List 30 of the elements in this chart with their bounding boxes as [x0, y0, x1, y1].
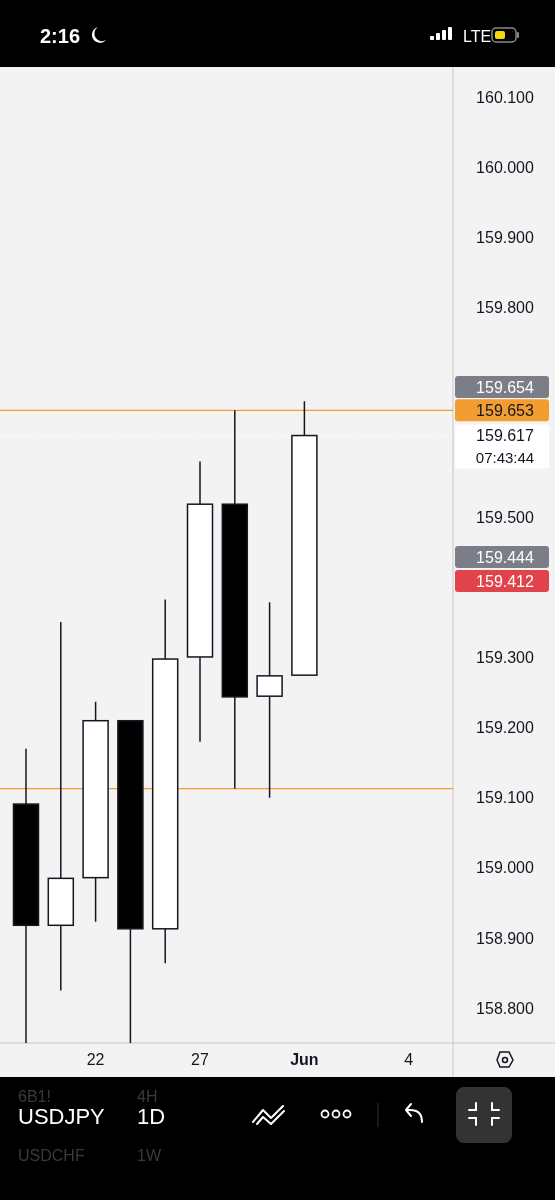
text: 159.444: [476, 549, 535, 566]
y-tick-label: 159.100: [476, 789, 535, 807]
text: 6B1!: [18, 1088, 51, 1105]
y-tick-label: 158.800: [476, 999, 535, 1017]
text: USDJPY: [18, 1104, 106, 1129]
text: 4H: [137, 1088, 158, 1105]
x-tick-label: Jun: [290, 1051, 319, 1068]
y-tick-label: 158.900: [476, 929, 535, 947]
y-tick-label: 159.900: [476, 228, 535, 246]
y-tick-label: 159.800: [476, 298, 535, 316]
y-tick-label: 159.300: [476, 649, 535, 667]
x-tick-label: 27: [191, 1051, 209, 1068]
text: 1W: [137, 1147, 162, 1164]
text: 2:16: [40, 25, 81, 47]
y-tick-label: 160.000: [476, 158, 535, 176]
text: 1D: [137, 1104, 166, 1129]
text: USDCHF: [18, 1147, 85, 1164]
ref-line-label: 159.653: [476, 401, 535, 419]
ref-line-label: 159.617: [476, 427, 535, 445]
text: 159.412: [476, 573, 535, 590]
y-tick-label: 160.100: [476, 88, 535, 106]
y-tick-label: 159.000: [476, 859, 535, 877]
x-tick-label: 22: [86, 1051, 105, 1068]
y-tick-label: 159.500: [476, 509, 535, 527]
candlestick: [256, 601, 283, 799]
text: 159.654: [476, 379, 535, 396]
y-tick-label: 159.200: [476, 719, 535, 737]
text: 07:43:44: [475, 449, 535, 466]
x-tick-label: 4: [404, 1051, 414, 1068]
text: LTE: [463, 28, 492, 45]
